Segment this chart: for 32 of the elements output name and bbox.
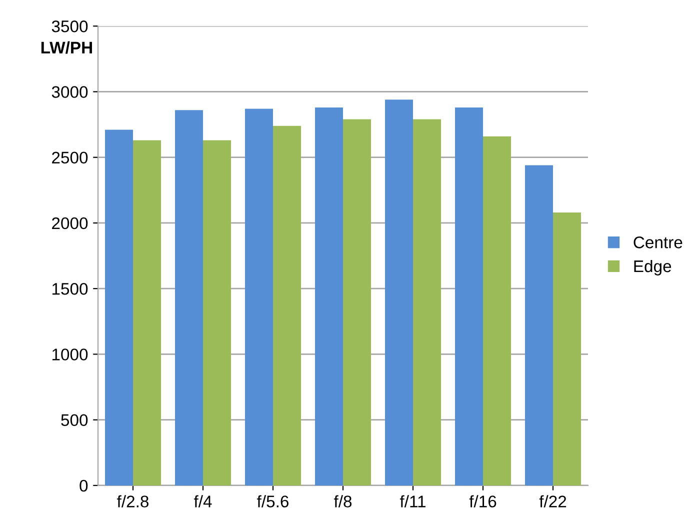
bar [553,212,581,486]
bar [525,165,553,486]
x-tick-label: f/8 [334,495,352,508]
x-tick-label: f/4 [194,495,212,508]
bar [245,108,273,486]
y-tick-label: 3500 [52,20,88,32]
bar [483,136,511,486]
y-tick-label: 2000 [52,217,88,230]
bar [203,140,231,486]
bar [413,119,441,486]
y-tick-label: 1500 [52,282,88,295]
bar [175,110,203,486]
y-tick-label: 500 [61,414,88,426]
bar [455,107,483,486]
y-tick-label: 1000 [52,348,88,360]
legend-label: Centre [634,236,682,248]
y-tick-label: 0 [80,480,88,492]
legend-label: Edge [634,260,672,276]
x-tick-label: f/5.6 [257,495,288,508]
y-axis-title: LW/PH [41,41,92,54]
bar [105,130,133,486]
bar [133,140,161,486]
bar [385,100,413,486]
bar [273,126,301,486]
x-tick-label: f/11 [400,495,426,508]
bar [343,119,371,486]
y-tick-label: 2500 [52,152,88,164]
x-tick-label: f/2.8 [117,495,148,508]
x-tick-label: f/22 [539,495,566,508]
y-tick-label: 3000 [52,86,88,98]
x-tick-label: f/16 [469,495,496,508]
bar [315,107,343,486]
